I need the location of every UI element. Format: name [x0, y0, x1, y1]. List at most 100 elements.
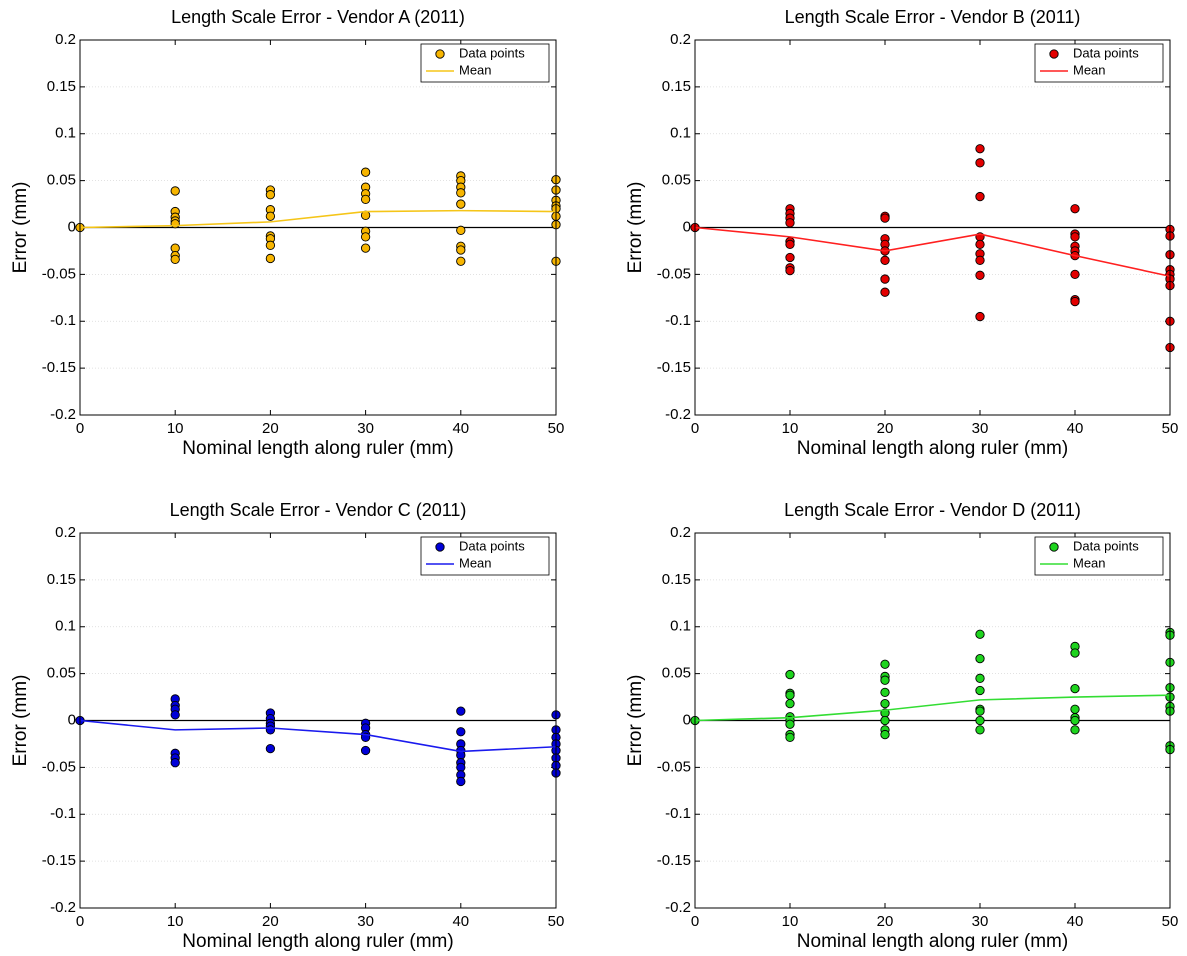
data-point [360, 232, 371, 242]
y-tick-label: -0.15 [657, 359, 691, 376]
data-point [975, 311, 985, 322]
data-point [975, 673, 985, 683]
data-point [170, 186, 180, 196]
data-point [785, 265, 795, 276]
chart-title: Length Scale Error - Vendor D (2011) [784, 500, 1081, 520]
y-tick-label: 0 [683, 218, 691, 235]
data-point [785, 698, 795, 709]
chart-title: Length Scale Error - Vendor A (2011) [171, 7, 465, 27]
x-tick-label: 50 [1162, 420, 1179, 437]
data-point [975, 191, 985, 202]
y-tick-label: -0.1 [665, 312, 691, 329]
x-axis-label: Nominal length along ruler (mm) [797, 931, 1068, 952]
x-tick-label: 0 [691, 913, 699, 930]
x-tick-label: 50 [1162, 913, 1179, 930]
data-point [975, 715, 985, 726]
data-point [456, 199, 466, 209]
data-point [1070, 683, 1080, 694]
data-point [880, 659, 890, 669]
y-tick-label: 0.05 [47, 665, 76, 682]
y-tick-label: 0.15 [662, 78, 691, 95]
data-point [880, 698, 890, 709]
y-tick-label: -0.15 [657, 852, 691, 869]
legend: Data points Mean [1034, 43, 1164, 83]
plot-frame [694, 39, 1171, 416]
y-tick-label: 0.15 [662, 571, 691, 588]
y-tick-label: 0.15 [47, 571, 76, 588]
data-point [360, 194, 371, 205]
data-point [1070, 269, 1080, 280]
plot-frame [694, 532, 1171, 909]
data-point [975, 629, 985, 639]
x-axis-label: Nominal length along ruler (mm) [797, 438, 1068, 459]
data-point [785, 252, 795, 263]
x-tick-label: 10 [782, 420, 799, 437]
y-tick-label: -0.15 [42, 359, 76, 376]
legend-label: Data points [1073, 45, 1139, 60]
data-point [170, 219, 180, 229]
data-point [975, 685, 985, 696]
y-tick-label: 0.15 [47, 78, 76, 95]
data-point [456, 706, 466, 716]
y-tick-label: 0 [683, 711, 691, 728]
x-tick-label: 0 [691, 420, 699, 437]
y-tick-label: 0.2 [670, 31, 691, 48]
data-point [785, 690, 795, 700]
data-point [785, 239, 795, 250]
data-point [456, 727, 466, 737]
legend-swatch [435, 49, 445, 59]
data-point [1070, 648, 1080, 658]
data-point [975, 653, 985, 664]
data-point [265, 743, 276, 754]
x-tick-label: 40 [1067, 913, 1084, 930]
data-point [456, 776, 466, 787]
legend-swatch [1049, 49, 1059, 59]
data-point [880, 274, 890, 284]
data-point [975, 706, 985, 716]
data-point [880, 729, 890, 740]
x-axis-label: Nominal length along ruler (mm) [182, 438, 453, 459]
y-tick-label: -0.2 [665, 899, 691, 916]
legend-label: Mean [1073, 555, 1106, 570]
y-tick-label: -0.2 [665, 406, 691, 423]
data-point [170, 254, 180, 265]
subplot: -0.2 -0.15 -0.1 -0.05 0 0.05 0.1 0.15 0.2 0 10 20 30… [625, 500, 1178, 952]
data-point [880, 213, 890, 223]
x-tick-label: 30 [972, 420, 989, 437]
data-point [265, 253, 276, 264]
y-tick-label: -0.1 [665, 805, 691, 822]
mean-line [79, 719, 557, 753]
x-tick-label: 50 [548, 913, 565, 930]
data-point [456, 225, 466, 235]
data-point [785, 732, 795, 743]
x-tick-label: 20 [262, 420, 279, 437]
mean-line [694, 226, 1171, 278]
data-point [785, 719, 795, 729]
data-point [975, 158, 985, 168]
data-point [456, 256, 466, 266]
data-point [265, 190, 276, 200]
y-tick-label: -0.05 [657, 758, 691, 775]
data-point [880, 687, 890, 698]
y-tick-label: 0.05 [47, 172, 76, 189]
y-tick-label: 0.2 [670, 524, 691, 541]
data-point [785, 669, 795, 680]
y-tick-label: 0 [68, 711, 76, 728]
y-axis-label: Error (mm) [10, 182, 31, 274]
data-point [975, 144, 985, 154]
x-tick-label: 0 [76, 913, 84, 930]
data-point [1070, 296, 1080, 307]
legend-label: Data points [459, 538, 525, 553]
mean-line [79, 209, 557, 229]
data-point [265, 240, 276, 250]
y-tick-label: -0.1 [50, 312, 76, 329]
x-tick-label: 10 [167, 913, 184, 930]
y-tick-label: -0.05 [657, 265, 691, 282]
y-axis-label: Error (mm) [625, 675, 646, 767]
chart-title: Length Scale Error - Vendor B (2011) [785, 7, 1081, 27]
legend-label: Data points [1073, 538, 1139, 553]
data-point [1070, 715, 1080, 726]
x-tick-label: 20 [877, 420, 894, 437]
legend-label: Data points [459, 45, 525, 60]
